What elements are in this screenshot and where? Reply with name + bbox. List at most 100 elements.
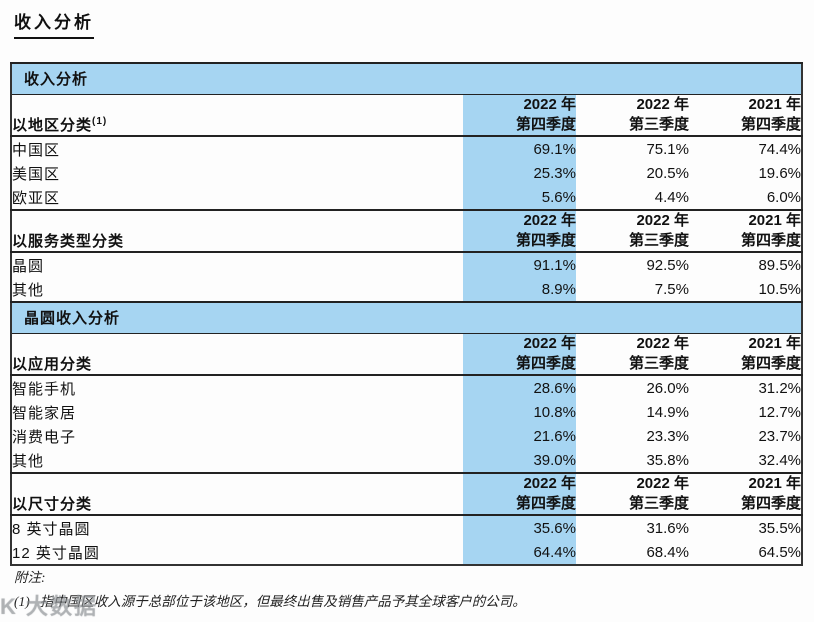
- group-header-by-service-type: 以服务类型分类 2022 年第四季度 2022 年第三季度 2021 年第四季度: [11, 209, 803, 253]
- col-header-year: 2021 年: [748, 475, 802, 492]
- col-header-quarter: 第三季度: [628, 116, 689, 133]
- row-label: 12 英寸晶圆: [12, 544, 100, 562]
- cell-value: 68.4%: [646, 543, 689, 561]
- row-label: 欧亚区: [12, 189, 61, 207]
- row-label: 智能手机: [12, 380, 77, 398]
- section-header-revenue-analysis: 收入分析: [11, 62, 803, 95]
- table-row: 8 英寸晶圆 35.6% 31.6% 35.5%: [11, 515, 802, 540]
- cell-value: 75.1%: [646, 140, 689, 158]
- col-header-2022-q4: 2022 年第四季度: [463, 209, 576, 253]
- col-header-2022-q4: 2022 年第四季度: [463, 94, 576, 137]
- table-row: 其他 39.0% 35.8% 32.4%: [11, 448, 802, 473]
- footnotes: 附注: (1) 指中国区收入源于总部位于该地区，但最终出售及销售产品予其全球客户的…: [14, 570, 526, 610]
- table-row: 智能手机 28.6% 26.0% 31.2%: [11, 375, 802, 400]
- col-header-year: 2021 年: [748, 335, 802, 352]
- col-header-year: 2022 年: [523, 475, 576, 492]
- group-header-by-application: 以应用分类 2022 年第四季度 2022 年第三季度 2021 年第四季度: [11, 333, 803, 376]
- cell-value: 35.6%: [463, 515, 576, 540]
- cell-value: 8.9%: [463, 277, 576, 302]
- section-header-wafer-revenue-analysis: 晶圆收入分析: [11, 301, 803, 334]
- group-label-by-size: 以尺寸分类: [11, 472, 463, 516]
- cell-value: 64.4%: [463, 540, 576, 565]
- footnote-marker: (1): [14, 593, 30, 609]
- cell-value: 25.3%: [463, 161, 576, 185]
- cell-value: 92.5%: [646, 256, 689, 274]
- table-row: 消费电子 21.6% 23.3% 23.7%: [11, 424, 802, 448]
- footnote-ref: (1): [92, 116, 108, 127]
- cell-value: 32.4%: [758, 451, 802, 469]
- table-row: 美国区 25.3% 20.5% 19.6%: [11, 161, 802, 185]
- cell-value: 89.5%: [758, 256, 802, 274]
- table-row: 中国区 69.1% 75.1% 74.4%: [11, 136, 802, 161]
- group-header-by-region: 以地区分类(1) 2022 年第四季度 2022 年第三季度 2021 年第四季…: [11, 94, 803, 137]
- cell-value: 23.7%: [758, 427, 802, 445]
- cell-value: 28.6%: [463, 375, 576, 400]
- col-header-quarter: 第四季度: [741, 232, 802, 249]
- section-row-wafer-revenue-analysis: 晶圆收入分析: [11, 301, 803, 334]
- cell-value: 19.6%: [758, 164, 802, 182]
- col-header-quarter: 第三季度: [628, 495, 689, 512]
- row-label: 其他: [12, 452, 45, 470]
- cell-value: 74.4%: [758, 140, 802, 158]
- cell-value: 5.6%: [463, 185, 576, 210]
- col-header-year: 2022 年: [636, 335, 689, 352]
- cell-value: 23.3%: [646, 427, 689, 445]
- col-header-quarter: 第四季度: [515, 495, 576, 512]
- col-header-quarter: 第四季度: [741, 116, 802, 133]
- col-header-2022-q3: 2022 年第三季度: [576, 333, 689, 376]
- row-label: 中国区: [12, 141, 61, 159]
- cell-value: 7.5%: [654, 280, 689, 298]
- col-header-2022-q3: 2022 年第三季度: [576, 94, 689, 137]
- cell-value: 14.9%: [646, 403, 689, 421]
- page-title: 收入分析: [14, 8, 94, 39]
- col-header-2022-q4: 2022 年第四季度: [463, 472, 576, 516]
- cell-value: 10.5%: [758, 280, 802, 298]
- col-header-year: 2022 年: [636, 212, 689, 229]
- footnote-label: 附注:: [14, 570, 46, 585]
- table-row: 其他 8.9% 7.5% 10.5%: [11, 277, 802, 302]
- col-header-2021-q4: 2021 年第四季度: [689, 209, 803, 253]
- footnote-text: 指中国区收入源于总部位于该地区，但最终出售及销售产品予其全球客户的公司。: [39, 593, 526, 609]
- col-header-2022-q3: 2022 年第三季度: [576, 209, 689, 253]
- col-header-2022-q4: 2022 年第四季度: [463, 333, 576, 376]
- col-header-quarter: 第四季度: [741, 355, 802, 372]
- col-header-year: 2022 年: [523, 335, 576, 352]
- col-header-2021-q4: 2021 年第四季度: [689, 333, 803, 376]
- cell-value: 6.0%: [766, 188, 802, 206]
- cell-value: 31.2%: [758, 379, 802, 397]
- col-header-year: 2021 年: [748, 96, 802, 113]
- col-header-2021-q4: 2021 年第四季度: [689, 94, 803, 137]
- group-label-by-application: 以应用分类: [11, 333, 463, 376]
- group-label-by-region: 以地区分类(1): [11, 94, 463, 137]
- footnote-item: (1) 指中国区收入源于总部位于该地区，但最终出售及销售产品予其全球客户的公司。: [14, 593, 526, 610]
- row-label: 8 英寸晶圆: [12, 520, 91, 538]
- col-header-quarter: 第三季度: [628, 355, 689, 372]
- cell-value: 21.6%: [463, 424, 576, 448]
- col-header-2022-q3: 2022 年第三季度: [576, 472, 689, 516]
- table-row: 欧亚区 5.6% 4.4% 6.0%: [11, 185, 802, 210]
- cell-value: 4.4%: [654, 188, 689, 206]
- cell-value: 64.5%: [758, 543, 802, 561]
- cell-value: 26.0%: [646, 379, 689, 397]
- row-label: 消费电子: [12, 428, 77, 446]
- section-row-revenue-analysis: 收入分析: [11, 62, 803, 95]
- cell-value: 35.5%: [758, 519, 802, 537]
- cell-value: 20.5%: [646, 164, 689, 182]
- col-header-2021-q4: 2021 年第四季度: [689, 472, 803, 516]
- col-header-quarter: 第四季度: [515, 355, 576, 372]
- cell-value: 10.8%: [463, 400, 576, 424]
- cell-value: 39.0%: [463, 448, 576, 473]
- row-label: 美国区: [12, 165, 61, 183]
- cell-value: 31.6%: [646, 519, 689, 537]
- col-header-year: 2021 年: [748, 212, 802, 229]
- col-header-quarter: 第四季度: [515, 116, 576, 133]
- group-header-by-size: 以尺寸分类 2022 年第四季度 2022 年第三季度 2021 年第四季度: [11, 472, 803, 516]
- table-row: 晶圆 91.1% 92.5% 89.5%: [11, 252, 802, 277]
- table-row: 智能家居 10.8% 14.9% 12.7%: [11, 400, 802, 424]
- cell-value: 91.1%: [463, 252, 576, 277]
- cell-value: 12.7%: [758, 403, 802, 421]
- col-header-quarter: 第三季度: [628, 232, 689, 249]
- table-row: 12 英寸晶圆 64.4% 68.4% 64.5%: [11, 540, 802, 565]
- col-header-year: 2022 年: [523, 212, 576, 229]
